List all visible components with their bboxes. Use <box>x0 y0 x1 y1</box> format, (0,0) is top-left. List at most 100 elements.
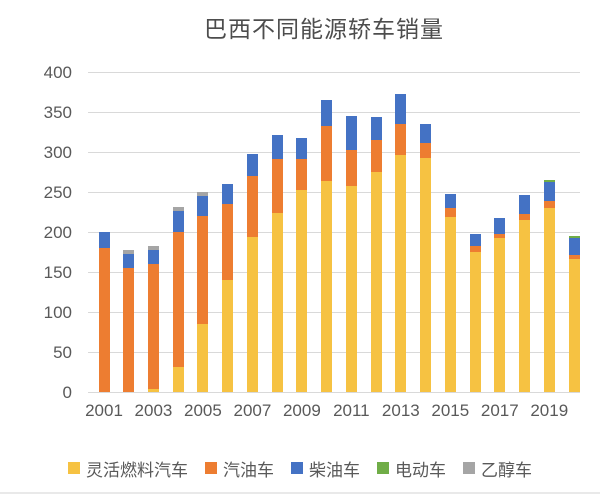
y-tick-label-50: 50 <box>53 343 72 362</box>
bar-segment-gasoline-2018 <box>519 213 531 220</box>
bar-segment-flex-fuel-2015 <box>444 216 456 392</box>
bar-segment-gasoline-2013 <box>395 124 407 156</box>
legend-swatch-flex-fuel <box>68 462 80 474</box>
bar-segment-gasoline-2015 <box>444 208 456 217</box>
bar-segment-flex-fuel-2003 <box>147 388 159 392</box>
legend-item-electric: 电动车 <box>377 456 446 481</box>
bar-segment-flex-fuel-2008 <box>271 212 283 392</box>
legend-swatch-electric <box>377 462 389 474</box>
bar-segment-diesel-2017 <box>494 218 506 235</box>
bar-segment-ethanol-2004 <box>172 207 184 212</box>
gridline-300 <box>88 152 580 153</box>
bar-segment-flex-fuel-2017 <box>494 238 506 392</box>
legend-item-gasoline: 汽油车 <box>205 456 274 481</box>
gridline-100 <box>88 312 580 313</box>
bar-segment-gasoline-2001 <box>98 248 110 392</box>
legend-item-diesel: 柴油车 <box>291 456 360 481</box>
y-tick-label-200: 200 <box>43 223 72 242</box>
bar-segment-gasoline-2005 <box>197 216 209 324</box>
gridline-400 <box>88 72 580 73</box>
bar-segment-gasoline-2014 <box>420 143 432 158</box>
bar-segment-gasoline-2003 <box>147 264 159 389</box>
bar-segment-gasoline-2010 <box>321 126 333 181</box>
legend-swatch-gasoline <box>205 462 217 474</box>
bar-segment-diesel-2018 <box>519 195 531 214</box>
gridline-200 <box>88 232 580 233</box>
x-axis: 2001 2003 2005 2007 2009 2011 2013 2015 2017 2019 <box>85 401 580 425</box>
y-tick-label-350: 350 <box>43 103 72 122</box>
bar-segment-flex-fuel-2005 <box>197 324 209 392</box>
bar-segment-diesel-2013 <box>395 93 407 124</box>
bar-segment-diesel-2006 <box>222 184 234 204</box>
legend-label-electric: 电动车 <box>395 460 446 480</box>
x-tick-label-2001: 2001 <box>85 401 123 420</box>
x-tick-label-2009: 2009 <box>282 401 321 420</box>
bar-segment-gasoline-2011 <box>345 149 357 187</box>
x-tick-label-2011: 2011 <box>333 401 370 420</box>
bar-segment-electric-2019 <box>543 180 555 183</box>
bar-segment-electric-2020 <box>568 236 580 238</box>
bar-segment-diesel-2007 <box>246 153 258 176</box>
legend-label-gasoline: 汽油车 <box>223 460 274 480</box>
legend-label-flex-fuel: 灵活燃料汽车 <box>86 460 188 480</box>
legend-item-ethanol: 乙醇车 <box>463 456 532 481</box>
bar-segment-diesel-2005 <box>197 196 209 216</box>
y-tick-label-100: 100 <box>43 303 72 322</box>
x-tick-label-2019: 2019 <box>530 401 569 420</box>
bar-segment-diesel-2004 <box>172 211 184 232</box>
gridline-0 <box>88 392 580 393</box>
bar-segment-diesel-2012 <box>370 116 382 140</box>
gridline-150 <box>88 272 580 273</box>
bar-segment-gasoline-2004 <box>172 232 184 368</box>
bar-segment-diesel-2019 <box>543 182 555 201</box>
bar-segment-flex-fuel-2009 <box>296 190 308 392</box>
bar-segment-flex-fuel-2014 <box>420 157 432 392</box>
bar-segment-gasoline-2012 <box>370 140 382 172</box>
bar-segment-flex-fuel-2012 <box>370 172 382 392</box>
bar-segment-ethanol-2002 <box>123 249 135 255</box>
bar-segment-diesel-2020 <box>568 237 580 256</box>
bar-segment-flex-fuel-2006 <box>222 280 234 392</box>
x-tick-label-2013: 2013 <box>381 401 420 420</box>
plot-area <box>88 72 580 393</box>
y-tick-label-400: 400 <box>43 63 72 82</box>
legend-swatch-diesel <box>291 462 303 474</box>
y-tick-label-300: 300 <box>43 143 72 162</box>
bar-segment-flex-fuel-2010 <box>321 180 333 392</box>
x-tick-label-2005: 2005 <box>184 401 222 420</box>
legend: 灵活燃料汽车 汽油车 柴油车 电动车 乙醇车 <box>0 455 600 481</box>
bar-segment-flex-fuel-2016 <box>469 252 481 392</box>
bar-segment-gasoline-2019 <box>543 200 555 208</box>
bar-segment-diesel-2009 <box>296 137 308 160</box>
y-tick-label-150: 150 <box>43 263 72 282</box>
bar-segment-diesel-2015 <box>444 194 456 208</box>
bar-segment-gasoline-2007 <box>246 176 258 237</box>
bar-segment-diesel-2016 <box>469 233 481 247</box>
legend-label-ethanol: 乙醇车 <box>481 460 532 480</box>
bar-segment-ethanol-2003 <box>147 245 159 251</box>
gridline-250 <box>88 192 580 193</box>
bar-segment-gasoline-2006 <box>222 204 234 280</box>
x-tick-label-2007: 2007 <box>233 401 272 420</box>
chart-title: 巴西不同能源轿车销量 <box>204 16 444 42</box>
bar-segment-flex-fuel-2018 <box>519 220 531 392</box>
legend-label-diesel: 柴油车 <box>309 460 360 480</box>
bar-segment-gasoline-2009 <box>296 159 308 191</box>
gridline-350 <box>88 112 580 113</box>
bar-segment-diesel-2011 <box>345 116 357 150</box>
bar-segment-flex-fuel-2004 <box>172 367 184 392</box>
x-tick-label-2015: 2015 <box>431 401 470 420</box>
gridline-50 <box>88 352 580 353</box>
bar-segment-gasoline-2008 <box>271 159 283 213</box>
y-axis: 0 50 100 150 200 250 300 350 400 <box>0 64 80 401</box>
bar-segment-diesel-2003 <box>147 250 159 264</box>
bar-segment-diesel-2008 <box>271 135 283 160</box>
bar-segment-flex-fuel-2013 <box>395 155 407 392</box>
x-tick-label-2003: 2003 <box>134 401 173 420</box>
bar-segment-flex-fuel-2011 <box>345 186 357 392</box>
legend-item-flex-fuel: 灵活燃料汽车 <box>68 456 188 481</box>
y-tick-label-0: 0 <box>62 383 72 402</box>
bar-segment-gasoline-2002 <box>123 268 135 392</box>
bar-segment-diesel-2014 <box>420 124 432 144</box>
